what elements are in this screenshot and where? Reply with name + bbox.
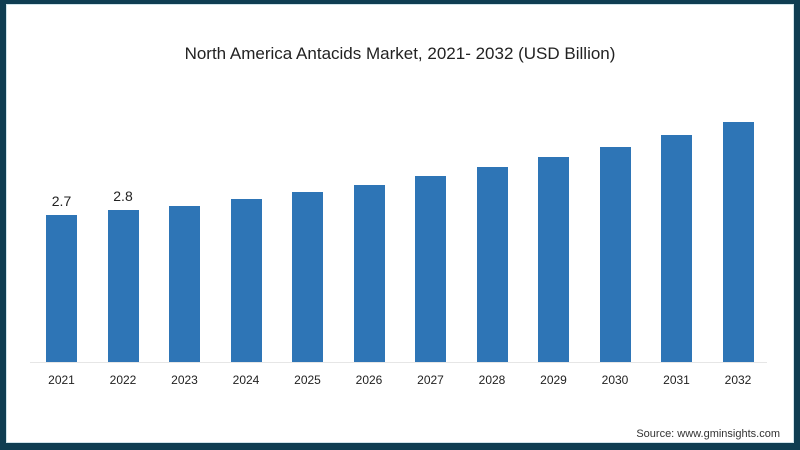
- x-tick-label: 2027: [417, 373, 444, 387]
- data-label: 2.7: [51, 193, 72, 210]
- chart-title: North America Antacids Market, 2021- 203…: [184, 44, 616, 63]
- x-tick-label: 2026: [355, 373, 383, 387]
- x-tick-label: 2023: [171, 373, 198, 387]
- bar-2025: [292, 192, 323, 362]
- bar-2029: [538, 156, 569, 362]
- bar-2026: [353, 185, 385, 362]
- bar-2022: [107, 209, 139, 362]
- x-axis-line: [30, 362, 767, 363]
- source-note: Source: www.gminsights.com: [636, 428, 780, 440]
- bar-2032: [722, 122, 754, 362]
- x-tick-label: 2032: [724, 373, 752, 387]
- bar-2023: [169, 205, 200, 362]
- bar-2024: [230, 198, 262, 362]
- x-tick-label: 2031: [663, 373, 690, 387]
- x-tick-label: 2021: [48, 373, 75, 387]
- bar-2031: [661, 135, 692, 362]
- x-tick-label: 2022: [109, 373, 137, 387]
- bar-2027: [415, 175, 446, 362]
- bar-2021: [46, 215, 77, 362]
- bar-2030: [599, 147, 631, 362]
- x-tick-label: 2028: [478, 373, 506, 387]
- x-tick-label: 2025: [294, 373, 321, 387]
- x-tick-label: 2024: [232, 373, 260, 387]
- x-tick-label: 2029: [540, 373, 567, 387]
- bar-2028: [476, 167, 508, 362]
- data-label: 2.8: [113, 187, 133, 204]
- x-tick-label: 2030: [601, 373, 629, 387]
